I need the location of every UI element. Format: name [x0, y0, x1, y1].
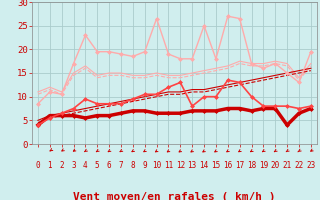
X-axis label: Vent moyen/en rafales ( km/h ): Vent moyen/en rafales ( km/h ) [73, 192, 276, 200]
